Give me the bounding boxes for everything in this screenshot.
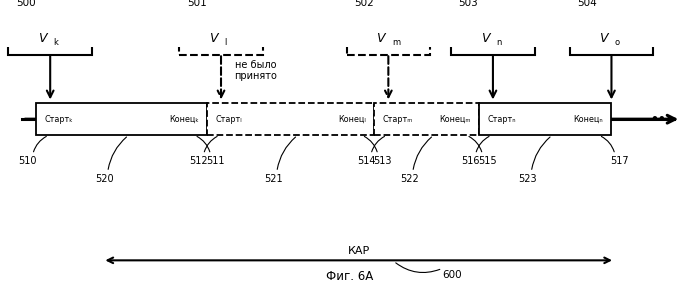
Text: Стартₙ: Стартₙ: [487, 115, 516, 124]
FancyBboxPatch shape: [207, 103, 374, 135]
Text: 522: 522: [400, 174, 419, 184]
Text: k: k: [54, 38, 59, 47]
FancyBboxPatch shape: [36, 103, 207, 135]
Text: 523: 523: [519, 174, 537, 184]
Text: 510: 510: [19, 156, 37, 166]
Text: КАР: КАР: [348, 246, 370, 256]
Text: l: l: [225, 38, 227, 47]
Text: 512: 512: [190, 156, 208, 166]
Text: m: m: [392, 38, 400, 47]
Text: Стартₖ: Стартₖ: [45, 115, 74, 124]
Text: 517: 517: [610, 156, 629, 166]
Text: V: V: [599, 32, 608, 45]
FancyBboxPatch shape: [451, 23, 535, 55]
Text: 504: 504: [578, 0, 597, 8]
Text: V: V: [377, 32, 385, 45]
Text: 511: 511: [206, 156, 225, 166]
Text: Конецₗ: Конецₗ: [338, 115, 366, 124]
FancyBboxPatch shape: [8, 23, 92, 55]
Text: Конецₘ: Конецₘ: [439, 115, 470, 124]
Text: •••: •••: [650, 113, 673, 126]
Text: V: V: [481, 32, 489, 45]
Text: 515: 515: [478, 156, 497, 166]
Text: o: o: [615, 38, 620, 47]
FancyBboxPatch shape: [346, 23, 430, 55]
Text: V: V: [209, 32, 218, 45]
Text: V: V: [38, 32, 47, 45]
Text: 501: 501: [187, 0, 206, 8]
Text: 514: 514: [357, 156, 375, 166]
Text: Конецₙ: Конецₙ: [573, 115, 603, 124]
FancyBboxPatch shape: [570, 23, 653, 55]
Text: 502: 502: [354, 0, 374, 8]
Text: Фиг. 6А: Фиг. 6А: [326, 270, 374, 283]
Text: Стартₗ: Стартₗ: [216, 115, 242, 124]
Text: n: n: [496, 38, 502, 47]
Text: 521: 521: [264, 174, 283, 184]
Text: 503: 503: [458, 0, 478, 8]
Text: 500: 500: [16, 0, 36, 8]
FancyBboxPatch shape: [374, 103, 479, 135]
Text: 600: 600: [442, 270, 462, 280]
Text: Конецₖ: Конецₖ: [169, 115, 199, 124]
FancyBboxPatch shape: [179, 23, 262, 55]
FancyBboxPatch shape: [479, 103, 612, 135]
Text: 513: 513: [374, 156, 392, 166]
Text: 516: 516: [461, 156, 480, 166]
Text: не было
принято: не было принято: [234, 60, 277, 81]
Text: Стартₘ: Стартₘ: [383, 115, 413, 124]
Text: 520: 520: [95, 174, 113, 184]
